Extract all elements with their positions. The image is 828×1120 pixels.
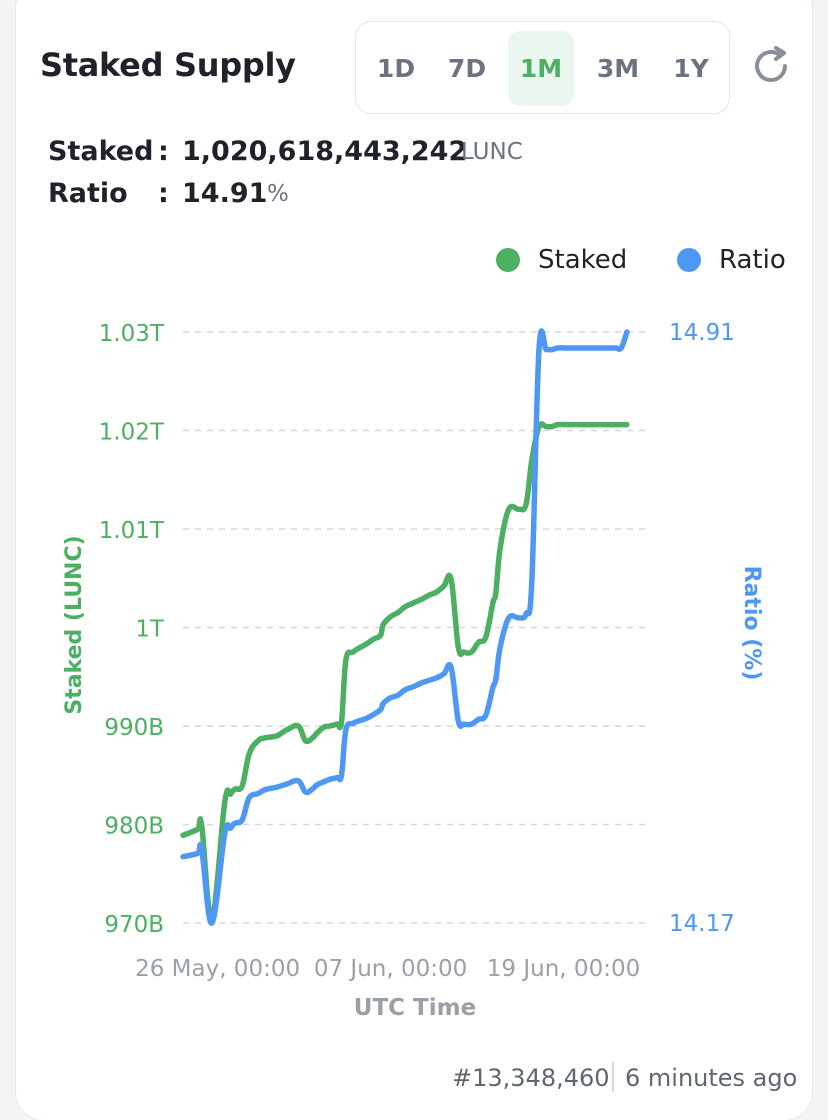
staked-stat-label: Staked: [48, 136, 154, 167]
legend-dot-staked: [496, 248, 520, 272]
y-right-tick-label: 14.17: [669, 911, 735, 937]
x-axis-title: UTC Time: [354, 995, 476, 1021]
x-tick-label: 07 Jun, 00:00: [314, 956, 467, 982]
range-1y-button[interactable]: 1Y: [673, 54, 709, 83]
staked-ratio-chart: 970B 980B 990B 1T 1.01T 1.02T 1.03T 14.17 14.91 2…: [62, 320, 764, 1021]
legend-label-staked: Staked: [538, 245, 628, 275]
staked-supply-card: [16, 0, 812, 1120]
staked-stat-colon: :: [158, 136, 169, 167]
y-left-tick-label: 1T: [135, 617, 165, 643]
staked-stat-unit: LUNC: [461, 139, 523, 165]
staked-stat-value: 1,020,618,443,242: [182, 136, 468, 167]
range-3m-button[interactable]: 3M: [596, 54, 640, 83]
y-left-tick-label: 970B: [104, 912, 164, 938]
range-1d-button[interactable]: 1D: [376, 54, 416, 83]
x-tick-label: 26 May, 00:00: [135, 956, 300, 982]
card-title: Staked Supply: [40, 46, 296, 84]
y-left-axis-title: Staked (LUNC): [62, 535, 87, 714]
legend-label-ratio: Ratio: [719, 245, 786, 275]
footer-divider: [612, 1062, 614, 1092]
legend-item-staked[interactable]: Staked: [496, 245, 627, 275]
y-right-axis-title: Ratio (%): [739, 566, 764, 681]
range-1m-button[interactable]: 1M: [508, 31, 574, 106]
time-range-selector: 1D 7D 1M 3M 1Y: [355, 21, 730, 114]
ratio-stat-label: Ratio: [48, 178, 128, 209]
y-left-tick-label: 1.01T: [99, 518, 165, 544]
series-line-staked: [180, 421, 630, 922]
y-right-tick-label: 14.91: [669, 320, 735, 346]
x-tick-label: 19 Jun, 00:00: [487, 956, 640, 982]
y-left-tick-label: 980B: [104, 814, 164, 840]
last-updated: 6 minutes ago: [625, 1064, 798, 1092]
legend-dot-ratio: [677, 248, 701, 272]
legend-item-ratio[interactable]: Ratio: [677, 245, 786, 275]
series-line-ratio: [180, 328, 630, 926]
y-left-tick-label: 990B: [104, 715, 164, 741]
refresh-icon[interactable]: [751, 46, 791, 86]
block-height: #13,348,460: [452, 1064, 610, 1092]
ratio-stat-colon: :: [158, 178, 169, 209]
ratio-stat-value: 14.91: [182, 178, 268, 209]
ratio-stat-unit: %: [267, 181, 289, 207]
y-left-tick-label: 1.03T: [99, 321, 165, 347]
range-7d-button[interactable]: 7D: [447, 54, 487, 83]
y-left-tick-label: 1.02T: [99, 420, 165, 446]
